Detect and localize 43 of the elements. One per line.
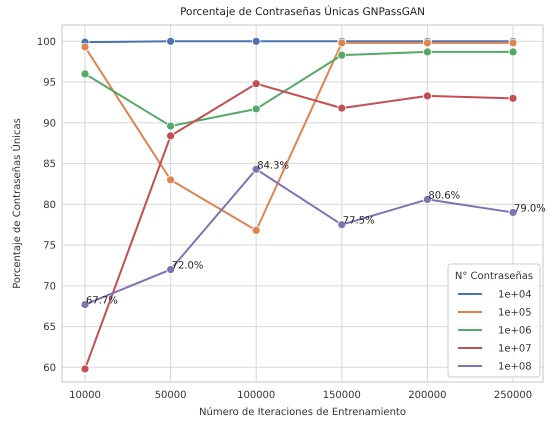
point bbox=[337, 104, 346, 113]
point bbox=[252, 36, 261, 46]
point bbox=[423, 92, 432, 100]
legend-label: 1e+05 bbox=[498, 308, 532, 318]
y-tick-label: 90 bbox=[43, 118, 56, 130]
legend-label: 1e+08 bbox=[498, 362, 532, 372]
legend-title: N° Contraseñas bbox=[454, 271, 534, 282]
x-tick-label: 100000 bbox=[237, 390, 276, 401]
y-tick-label: 65 bbox=[43, 322, 56, 334]
y-tick-label: 60 bbox=[43, 362, 56, 374]
point bbox=[508, 47, 518, 56]
x-axis-title: Número de Iteraciones de Entrenamiento bbox=[199, 407, 406, 418]
point bbox=[166, 36, 175, 46]
point bbox=[252, 79, 261, 88]
point bbox=[166, 131, 175, 140]
legend-label: 1e+04 bbox=[498, 290, 532, 300]
point bbox=[166, 122, 175, 130]
x-tick-label: 10000 bbox=[69, 390, 101, 401]
x-tick-label: 50000 bbox=[154, 390, 187, 401]
y-tick-label: 95 bbox=[43, 78, 56, 89]
point bbox=[166, 175, 175, 184]
point bbox=[508, 94, 518, 103]
data-label: 80.6% bbox=[428, 190, 460, 202]
y-axis-title: Porcentaje de Contraseñas Únicas bbox=[10, 118, 23, 289]
y-tick-label: 75 bbox=[43, 240, 56, 252]
point bbox=[337, 50, 346, 60]
point bbox=[80, 364, 90, 374]
y-tick-label: 70 bbox=[43, 281, 56, 292]
point bbox=[252, 226, 261, 235]
y-tick-label: 80 bbox=[43, 200, 56, 211]
y-tick-label: 85 bbox=[43, 159, 56, 170]
point bbox=[423, 47, 432, 56]
x-tick-label: 200000 bbox=[408, 390, 446, 401]
chart-title: Porcentaje de Contraseñas Únicas GNPassGAN bbox=[180, 5, 425, 18]
point bbox=[252, 104, 261, 114]
x-tick-label: 250000 bbox=[494, 390, 532, 401]
point bbox=[80, 42, 90, 52]
y-tick-label: 100 bbox=[36, 36, 56, 48]
x-tick-label: 150000 bbox=[322, 390, 361, 401]
legend-label: 1e+07 bbox=[498, 344, 532, 354]
point bbox=[80, 70, 90, 78]
legend-label: 1e+06 bbox=[498, 326, 532, 336]
data-label: 79.0% bbox=[514, 203, 546, 214]
